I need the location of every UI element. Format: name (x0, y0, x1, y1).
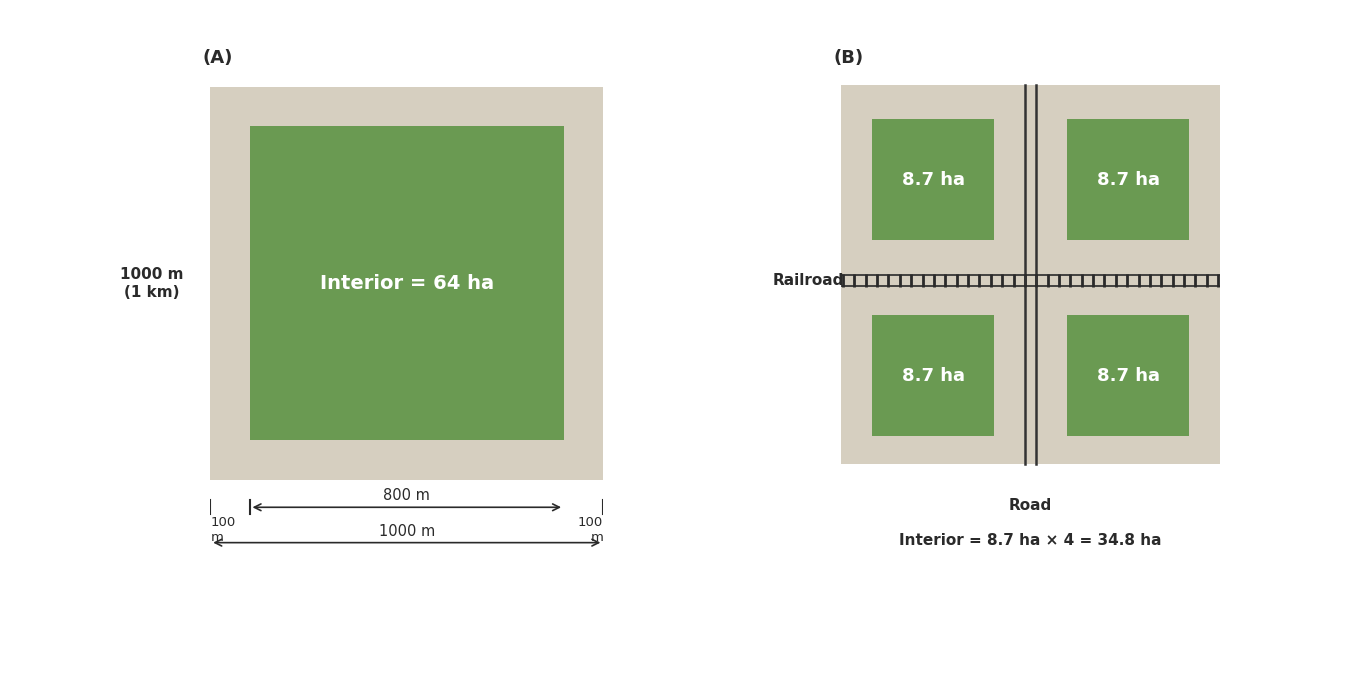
Text: Interior = 8.7 ha × 4 = 34.8 ha: Interior = 8.7 ha × 4 = 34.8 ha (899, 532, 1162, 547)
Bar (872, 119, 994, 240)
Bar (1067, 316, 1189, 437)
Text: (A): (A) (202, 49, 233, 67)
Text: Railroad: Railroad (773, 273, 845, 288)
Text: 8.7 ha: 8.7 ha (902, 367, 964, 385)
Text: 100
m: 100 m (210, 516, 236, 544)
Text: 8.7 ha: 8.7 ha (902, 171, 964, 188)
Bar (250, 126, 564, 441)
Text: (B): (B) (834, 48, 864, 67)
Bar (1067, 119, 1189, 240)
Text: 100
m: 100 m (578, 516, 603, 544)
Text: 8.7 ha: 8.7 ha (1097, 171, 1159, 188)
Text: Interior = 64 ha: Interior = 64 ha (320, 274, 494, 293)
Text: 1000 m: 1000 m (378, 524, 435, 539)
Text: 8.7 ha: 8.7 ha (1097, 367, 1159, 385)
Text: 1000 m
(1 km): 1000 m (1 km) (119, 267, 183, 299)
Bar (872, 316, 994, 437)
Text: 800 m: 800 m (384, 488, 430, 503)
Bar (210, 87, 603, 480)
Text: Road: Road (1009, 498, 1052, 513)
Bar (841, 86, 1220, 464)
